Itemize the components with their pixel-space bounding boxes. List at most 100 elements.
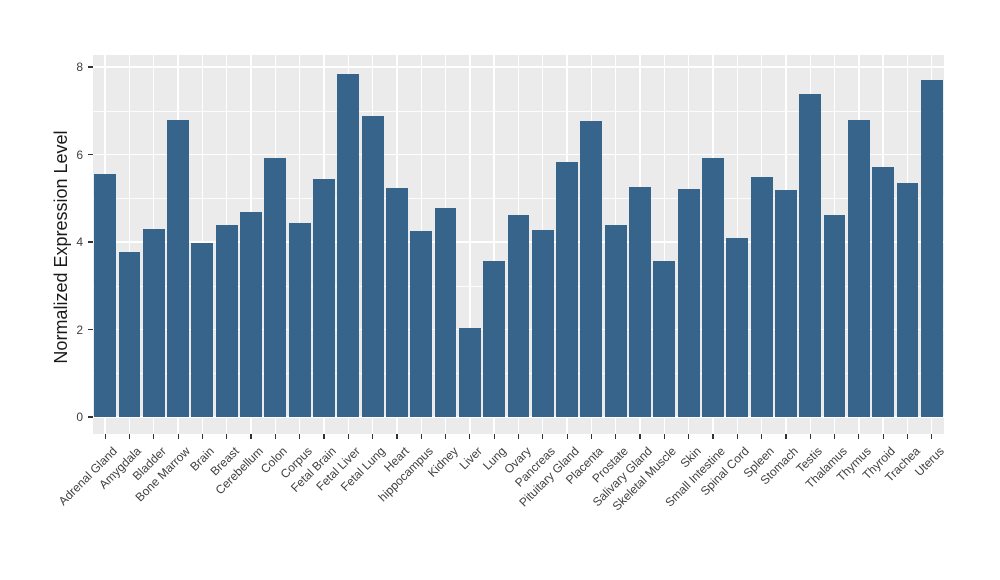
bar bbox=[604, 225, 627, 417]
bar bbox=[629, 186, 651, 417]
bar bbox=[920, 79, 943, 417]
bar bbox=[191, 242, 214, 417]
bar-slot bbox=[847, 55, 871, 434]
bar-slot bbox=[725, 55, 749, 434]
x-tick-mark bbox=[226, 434, 228, 439]
gridline-vertical bbox=[469, 55, 471, 434]
bar bbox=[872, 167, 895, 417]
bar-slot bbox=[93, 55, 117, 434]
x-tick-mark bbox=[688, 434, 690, 439]
x-tick-mark bbox=[299, 434, 301, 439]
bar-slot bbox=[336, 55, 360, 434]
x-tick-mark bbox=[372, 434, 374, 439]
x-tick-mark bbox=[761, 434, 763, 439]
bar-slot bbox=[288, 55, 312, 434]
y-tick-mark bbox=[88, 328, 93, 331]
bar bbox=[288, 223, 311, 417]
y-tick-label: 8 bbox=[76, 60, 83, 74]
bar-slot bbox=[774, 55, 798, 434]
bar-slot bbox=[920, 55, 944, 434]
bar bbox=[167, 119, 190, 417]
bar bbox=[240, 211, 262, 417]
plot-panel bbox=[93, 55, 944, 434]
bar-slot bbox=[798, 55, 822, 434]
bar bbox=[118, 252, 141, 417]
bar-slot bbox=[822, 55, 846, 434]
bar-slot bbox=[871, 55, 895, 434]
bar-slot bbox=[458, 55, 482, 434]
x-tick-mark bbox=[517, 434, 520, 439]
bar bbox=[337, 74, 360, 417]
x-tick-mark bbox=[833, 434, 836, 439]
x-tick-mark bbox=[323, 434, 325, 439]
y-tick-label: 6 bbox=[76, 147, 83, 162]
bar-slot bbox=[433, 55, 457, 434]
x-tick-mark bbox=[153, 434, 155, 439]
x-tick-mark bbox=[785, 434, 787, 439]
bar bbox=[313, 179, 335, 417]
x-tick-mark bbox=[858, 434, 860, 439]
bar-slot bbox=[409, 55, 433, 434]
bar bbox=[750, 176, 773, 417]
bar bbox=[702, 157, 724, 417]
bar bbox=[580, 121, 603, 417]
x-tick-mark bbox=[566, 434, 568, 439]
bar bbox=[215, 224, 238, 417]
bar bbox=[142, 228, 165, 417]
bar bbox=[677, 188, 700, 417]
x-tick-mark bbox=[104, 434, 106, 439]
bar-slot bbox=[628, 55, 652, 434]
bar bbox=[385, 188, 408, 417]
x-tick-mark bbox=[590, 434, 593, 439]
y-tick-mark bbox=[88, 416, 93, 418]
bar bbox=[264, 158, 287, 417]
bar bbox=[653, 260, 676, 417]
bar-slot bbox=[749, 55, 773, 434]
gridline-vertical bbox=[493, 55, 495, 434]
bar-slot bbox=[652, 55, 676, 434]
bar-slot bbox=[239, 55, 263, 434]
x-tick-mark bbox=[420, 434, 422, 439]
y-tick-label: 4 bbox=[76, 235, 83, 249]
bar-slot bbox=[190, 55, 214, 434]
x-tick-mark bbox=[736, 434, 738, 439]
bar-slot bbox=[312, 55, 336, 434]
x-tick-mark bbox=[274, 434, 276, 439]
bar bbox=[434, 207, 457, 417]
x-tick-mark bbox=[493, 434, 495, 439]
bar bbox=[507, 215, 530, 417]
x-tick-mark bbox=[931, 434, 933, 439]
bar-slot bbox=[895, 55, 919, 434]
x-tick-mark bbox=[542, 434, 544, 439]
bar bbox=[531, 229, 554, 417]
y-tick-mark bbox=[88, 153, 93, 156]
x-tick-mark bbox=[809, 434, 811, 439]
x-tick-mark bbox=[250, 434, 252, 439]
gridline-vertical bbox=[663, 55, 666, 434]
gridline-vertical bbox=[128, 55, 131, 434]
y-tick-label: 0 bbox=[76, 410, 83, 424]
bar-slot bbox=[506, 55, 530, 434]
bar-slot bbox=[677, 55, 701, 434]
y-tick-mark bbox=[88, 241, 93, 243]
bar-slots bbox=[93, 55, 944, 434]
bar-slot bbox=[263, 55, 287, 434]
x-tick-mark bbox=[615, 434, 617, 439]
bar-slot bbox=[166, 55, 190, 434]
x-tick-mark bbox=[128, 434, 131, 439]
bar bbox=[896, 183, 919, 417]
bar-slot bbox=[117, 55, 141, 434]
y-tick-mark bbox=[88, 66, 93, 68]
bar bbox=[361, 116, 384, 417]
bar-slot bbox=[360, 55, 384, 434]
x-tick-mark bbox=[906, 434, 909, 439]
y-tick-label: 2 bbox=[76, 322, 83, 337]
bar-slot bbox=[482, 55, 506, 434]
bar bbox=[799, 93, 822, 417]
bar-slot bbox=[215, 55, 239, 434]
bar bbox=[556, 161, 579, 417]
bar-slot bbox=[604, 55, 628, 434]
bar bbox=[774, 189, 797, 417]
x-tick-mark bbox=[347, 434, 349, 439]
